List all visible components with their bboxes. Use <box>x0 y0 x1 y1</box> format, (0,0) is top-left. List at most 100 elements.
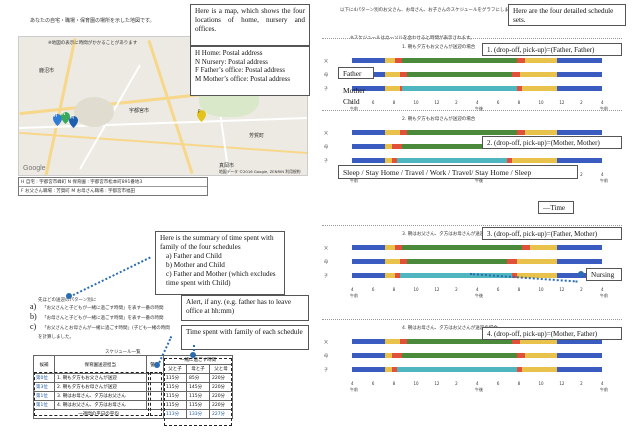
schedule-segment[interactable] <box>512 273 517 278</box>
schedule-segment[interactable] <box>392 144 402 149</box>
schedule-segment[interactable] <box>392 158 397 163</box>
hour-tick: 4 <box>476 287 479 292</box>
schedule-segment[interactable] <box>352 245 385 250</box>
legend-line: M Mother’s office: Postal address <box>195 74 291 83</box>
schedule-segment[interactable] <box>392 353 402 358</box>
schedule-chart[interactable]: 3. 朝はお父さん、夕方はお母さんが送迎の場合父母子 4 6 8 10 12 2 4 6 8 10 1… <box>322 225 622 307</box>
schedule-segment[interactable] <box>399 86 402 91</box>
schedule-segment[interactable] <box>557 353 602 358</box>
schedule-segment[interactable] <box>384 144 392 149</box>
schedule-chart[interactable]: 4. 朝はお母さん、夕方はお父さんが送迎の場合父母子 4 6 8 10 12 2 4 6 8 10 1… <box>322 319 622 401</box>
schedule-segment[interactable] <box>384 72 400 77</box>
schedule-segment[interactable] <box>522 86 557 91</box>
schedule-segment[interactable] <box>512 158 557 163</box>
schedule-segment[interactable] <box>407 72 512 77</box>
schedule-segment[interactable] <box>397 158 507 163</box>
hour-tick: 2 <box>455 287 458 292</box>
schedule-segment[interactable] <box>557 259 602 264</box>
schedule-segment[interactable] <box>517 130 525 135</box>
hour-tick: 10 <box>413 100 419 105</box>
schedule-segment[interactable] <box>402 245 522 250</box>
schedule-chart[interactable]: 2. 朝も夕方もお母さんが送迎の場合父母子46810122468101224午前… <box>322 110 622 192</box>
schedule-segment[interactable] <box>399 339 407 344</box>
schedule-segment[interactable] <box>399 273 512 278</box>
hour-tick: 6 <box>496 381 500 386</box>
schedule-segment[interactable] <box>352 339 385 344</box>
schedule-segment[interactable] <box>557 58 602 63</box>
legend-line: N Nursery: Postal address <box>195 57 268 66</box>
schedule-segment[interactable] <box>524 58 557 63</box>
schedule-segment[interactable] <box>512 72 520 77</box>
schedule-segment[interactable] <box>399 72 407 77</box>
schedule-segment[interactable] <box>557 72 602 77</box>
schedule-segment[interactable] <box>352 130 385 135</box>
hour-tick: 2 <box>580 172 583 177</box>
schedule-segment[interactable] <box>399 130 407 135</box>
schedule-segment[interactable] <box>557 158 602 163</box>
schedule-segment[interactable] <box>507 259 517 264</box>
schedule-segment[interactable] <box>407 339 512 344</box>
schedule-segment[interactable] <box>352 158 385 163</box>
schedule-segment[interactable] <box>507 158 512 163</box>
schedule-segment[interactable] <box>524 353 557 358</box>
schedule-segment[interactable] <box>394 273 400 278</box>
schedule-segment[interactable] <box>529 245 557 250</box>
schedule-segment[interactable] <box>402 144 507 149</box>
schedule-segment[interactable] <box>384 367 392 372</box>
schedule-segment[interactable] <box>352 144 385 149</box>
am-pm-label: 午前 <box>600 178 608 183</box>
schedule-segment[interactable] <box>557 130 602 135</box>
highlight-box <box>164 358 232 426</box>
schedule-segment[interactable] <box>517 353 525 358</box>
schedule-segment[interactable] <box>517 367 522 372</box>
schedule-segment[interactable] <box>352 367 385 372</box>
schedule-segment[interactable] <box>517 259 557 264</box>
schedule-segment[interactable] <box>384 158 392 163</box>
schedule-segment[interactable] <box>394 58 402 63</box>
schedule-segment[interactable] <box>384 259 400 264</box>
schedule-segment[interactable] <box>352 273 385 278</box>
schedule-segment[interactable] <box>522 367 557 372</box>
schedule-segment[interactable] <box>399 259 407 264</box>
map-pin-icon[interactable]: H <box>53 113 62 126</box>
schedule-segment[interactable] <box>402 86 517 91</box>
schedule-segment[interactable] <box>352 259 385 264</box>
schedule-segment[interactable] <box>517 58 525 63</box>
schedule-segment[interactable] <box>519 72 557 77</box>
map-pin-icon[interactable]: N <box>61 111 70 124</box>
schedule-segment[interactable] <box>384 339 400 344</box>
schedule-segment[interactable] <box>557 339 602 344</box>
schedule-segment[interactable] <box>407 259 507 264</box>
schedule-segment[interactable] <box>352 353 385 358</box>
schedule-segment[interactable] <box>352 86 385 91</box>
schedule-segment[interactable] <box>517 86 522 91</box>
schedule-segment[interactable] <box>512 339 520 344</box>
schedule-segment[interactable] <box>402 58 517 63</box>
hour-tick: 4 <box>351 100 354 105</box>
schedule-segment[interactable] <box>384 353 392 358</box>
hour-tick: 2 <box>580 287 583 292</box>
legend-box: H Home: Postal address N Nursery: Postal… <box>190 46 310 96</box>
schedule-segment[interactable] <box>394 245 402 250</box>
schedule-segment[interactable] <box>407 130 517 135</box>
schedule-segment[interactable] <box>524 130 557 135</box>
map-pin-icon[interactable]: M <box>69 115 78 128</box>
schedule-segment[interactable] <box>384 245 395 250</box>
row-label: 子 <box>324 367 328 372</box>
schedule-segment[interactable] <box>392 367 397 372</box>
schedule-segment[interactable] <box>384 86 400 91</box>
map-pin-icon[interactable]: F <box>197 109 206 122</box>
schedule-segment[interactable] <box>384 58 395 63</box>
schedule-segment[interactable] <box>397 367 517 372</box>
schedule-segment[interactable] <box>557 86 602 91</box>
schedule-segment[interactable] <box>557 367 602 372</box>
schedule-segment[interactable] <box>402 353 517 358</box>
schedule-segment[interactable] <box>352 58 385 63</box>
schedule-segment[interactable] <box>384 273 395 278</box>
schedule-segment[interactable] <box>522 245 530 250</box>
schedule-segment[interactable] <box>384 130 400 135</box>
hour-tick: 6 <box>371 287 375 292</box>
schedule-segment[interactable] <box>557 245 602 250</box>
schedule-segment[interactable] <box>517 273 557 278</box>
schedule-segment[interactable] <box>519 339 557 344</box>
